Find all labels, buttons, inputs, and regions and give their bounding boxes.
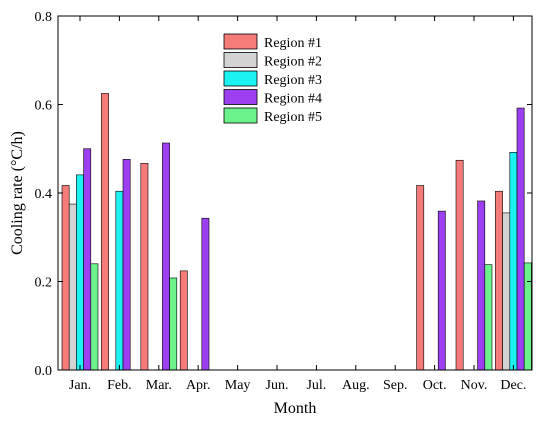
bar-region-4-apr [201, 217, 210, 371]
x-axis-title: Month [274, 400, 317, 417]
y-axis-title: Cooling rate (°C/h) [9, 131, 26, 255]
bar-region-4-jan [83, 148, 92, 371]
legend-swatch-region-3 [223, 70, 258, 87]
bar-region-2-jan [68, 203, 77, 371]
legend-label-region-3: Region #3 [264, 73, 322, 88]
x-tick-label-apr: Apr. [186, 378, 211, 393]
bar-region-4-dec [516, 107, 525, 371]
bar-region-5-dec [523, 262, 532, 371]
y-tick-label: 0.0 [35, 364, 53, 379]
bar-region-3-jan [76, 174, 84, 371]
y-tick-label: 0.2 [35, 276, 53, 291]
legend-label-region-2: Region #2 [264, 55, 322, 70]
bar-region-1-mar [140, 163, 149, 371]
bar-region-1-dec [495, 190, 503, 371]
bar-region-4-oct [437, 210, 446, 371]
x-tick-label-jul: Jul. [306, 378, 326, 393]
bar-region-4-feb [122, 159, 131, 371]
legend-label-region-5: Region #5 [264, 110, 322, 125]
x-tick-label-dec: Dec. [500, 378, 526, 393]
bar-region-2-dec [502, 212, 511, 371]
bar-region-1-feb [101, 93, 109, 371]
bar-region-4-nov [477, 200, 486, 371]
legend-label-region-1: Region #1 [264, 36, 322, 51]
x-tick-label-mar: Mar. [146, 378, 172, 393]
bar-region-3-feb [115, 190, 124, 371]
legend-swatch-region-4 [223, 89, 258, 105]
bar-region-1-oct [416, 185, 425, 371]
x-tick-label-oct: Oct. [423, 378, 447, 393]
x-tick-label-sep: Sep. [383, 378, 408, 393]
bar-region-1-jan [61, 185, 70, 371]
x-tick-label-jun: Jun. [266, 378, 289, 393]
y-tick-label: 0.6 [35, 99, 53, 114]
legend-swatch-region-1 [223, 33, 258, 50]
bar-region-1-apr [179, 270, 188, 371]
y-tick-label: 0.8 [35, 10, 53, 25]
legend-swatch-region-2 [223, 52, 258, 68]
legend-swatch-region-5 [223, 107, 258, 124]
bar-region-4-mar [162, 142, 170, 371]
x-tick-label-nov: Nov. [461, 378, 488, 393]
x-tick-label-may: May [225, 378, 251, 393]
axes: 0.0 0.2 0.4 0.6 0.8 Jan. Feb. Mar. Apr. May Jun. Ju… [35, 10, 532, 393]
x-tick-label-jan: Jan. [69, 378, 91, 393]
legend: Region #1 Region #2 Region #3 Region #4 Regi… [223, 33, 322, 125]
x-tick-label-aug: Aug. [342, 378, 370, 393]
x-tick-label-feb: Feb. [107, 378, 132, 393]
legend-label-region-4: Region #4 [264, 92, 322, 107]
bar-region-5-jan [90, 263, 99, 371]
bar-region-5-mar [169, 277, 178, 371]
y-tick-label: 0.4 [35, 187, 53, 202]
plot-area [61, 93, 532, 371]
bar-region-3-dec [509, 151, 518, 371]
bar-region-5-nov [484, 264, 493, 371]
bar-region-1-nov [455, 159, 464, 371]
